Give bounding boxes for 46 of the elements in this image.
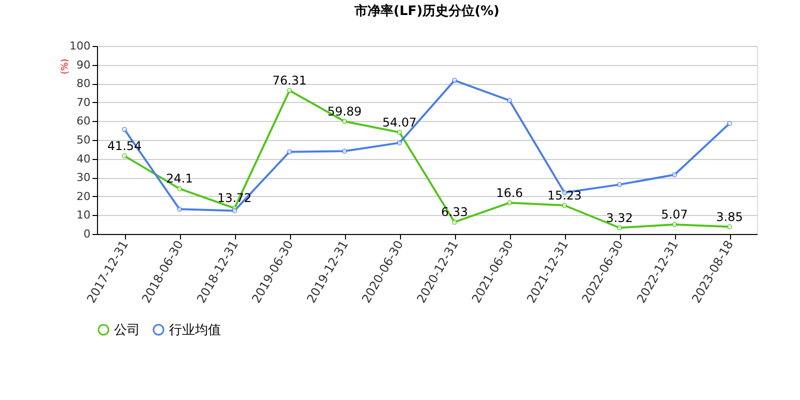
data-label: 24.1	[166, 172, 193, 186]
point	[176, 186, 182, 192]
data-label: 3.85	[716, 210, 743, 224]
point	[342, 118, 348, 124]
point	[726, 120, 732, 126]
data-label: 54.07	[382, 115, 417, 130]
data-label: 15.23	[547, 188, 582, 202]
y-tick-label: 90	[76, 58, 90, 72]
y-tick-label: 10	[76, 208, 90, 222]
point	[122, 153, 128, 159]
point	[396, 140, 402, 146]
data-label: 16.6	[496, 186, 523, 200]
point	[286, 149, 292, 154]
legend-label: 公司	[114, 322, 140, 338]
point	[506, 200, 512, 206]
y-tick-label: 30	[76, 171, 90, 184]
y-tick-label: 100	[70, 40, 90, 52]
point	[506, 98, 512, 104]
data-label: 3.32	[606, 210, 633, 225]
point	[342, 148, 348, 154]
point	[672, 172, 678, 178]
point	[452, 78, 458, 84]
data-label: 5.07	[661, 207, 688, 222]
y-tick-label: 50	[76, 134, 90, 146]
point	[122, 126, 128, 132]
point	[616, 225, 622, 230]
chart-title: 市净率(LF)历史分位(%)	[354, 3, 500, 19]
legend-label: 行业均值	[169, 322, 221, 338]
y-tick-label: 80	[76, 77, 90, 90]
y-tick-label: 70	[76, 96, 90, 109]
point	[176, 206, 182, 212]
y-tick-label: 60	[76, 114, 90, 128]
y-axis-title: (%)	[60, 58, 70, 74]
data-label: 59.89	[327, 104, 362, 118]
point	[616, 182, 622, 188]
point	[562, 202, 568, 208]
point	[232, 208, 238, 214]
y-tick-label: 0	[84, 228, 90, 240]
data-label: 76.31	[272, 74, 307, 88]
y-tick-label: 40	[76, 152, 90, 166]
point	[452, 219, 458, 225]
point	[672, 222, 678, 228]
point	[726, 224, 732, 230]
y-tick-label: 20	[76, 190, 90, 203]
point	[286, 88, 292, 94]
point	[396, 130, 402, 135]
